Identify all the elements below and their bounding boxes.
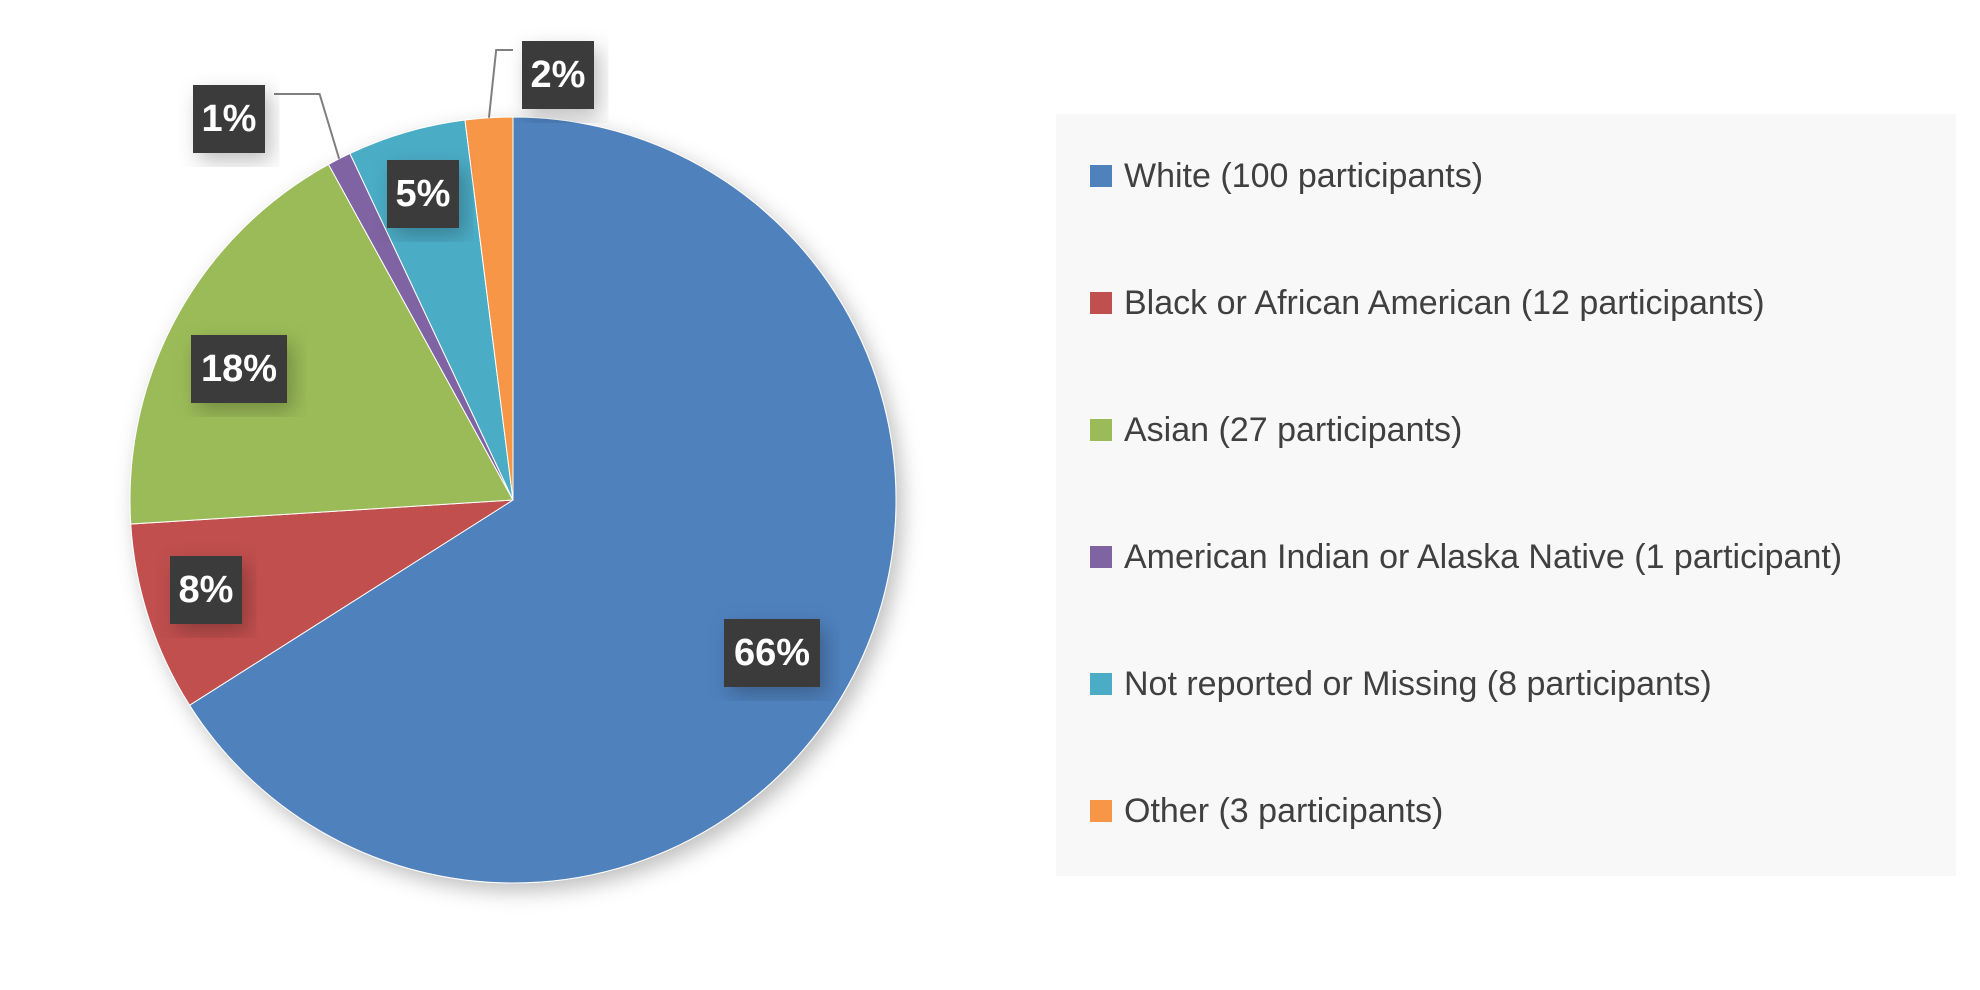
legend-label: White (100 participants): [1124, 157, 1483, 195]
legend-label: Black or African American (12 participan…: [1124, 284, 1765, 322]
legend-marker: [1090, 673, 1112, 695]
legend-marker: [1090, 800, 1112, 822]
value-label: 2%: [531, 54, 586, 96]
value-label: 66%: [734, 632, 810, 674]
legend-label: Asian (27 participants): [1124, 411, 1462, 449]
legend-label: American Indian or Alaska Native (1 part…: [1124, 538, 1842, 576]
value-label: 18%: [201, 348, 277, 390]
legend-marker: [1090, 546, 1112, 568]
value-label: 5%: [396, 173, 451, 215]
leader-line: [487, 49, 513, 118]
legend-marker: [1090, 419, 1112, 441]
labels: 66% 8% 18% 1% 5% 2%: [170, 41, 820, 687]
legend-label: Not reported or Missing (8 participants): [1124, 665, 1712, 703]
pie-slice: [130, 499, 514, 706]
value-label-box: [724, 619, 820, 687]
value-label: 8%: [179, 569, 234, 611]
pie-slice: [188, 116, 897, 884]
legend-marker: [1090, 292, 1112, 314]
value-label-box: [522, 41, 594, 109]
legend-box: [1056, 114, 1956, 876]
leader-line: [274, 93, 341, 160]
pie: [129, 116, 897, 884]
pie-slice: [129, 163, 514, 525]
value-label-box: [170, 556, 242, 624]
value-label-box: [193, 85, 265, 153]
value-label-box: [191, 335, 287, 403]
legend-marker: [1090, 165, 1112, 187]
value-label: 1%: [202, 98, 257, 140]
value-label-box: [387, 160, 459, 228]
legend-label: Other (3 participants): [1124, 792, 1443, 830]
